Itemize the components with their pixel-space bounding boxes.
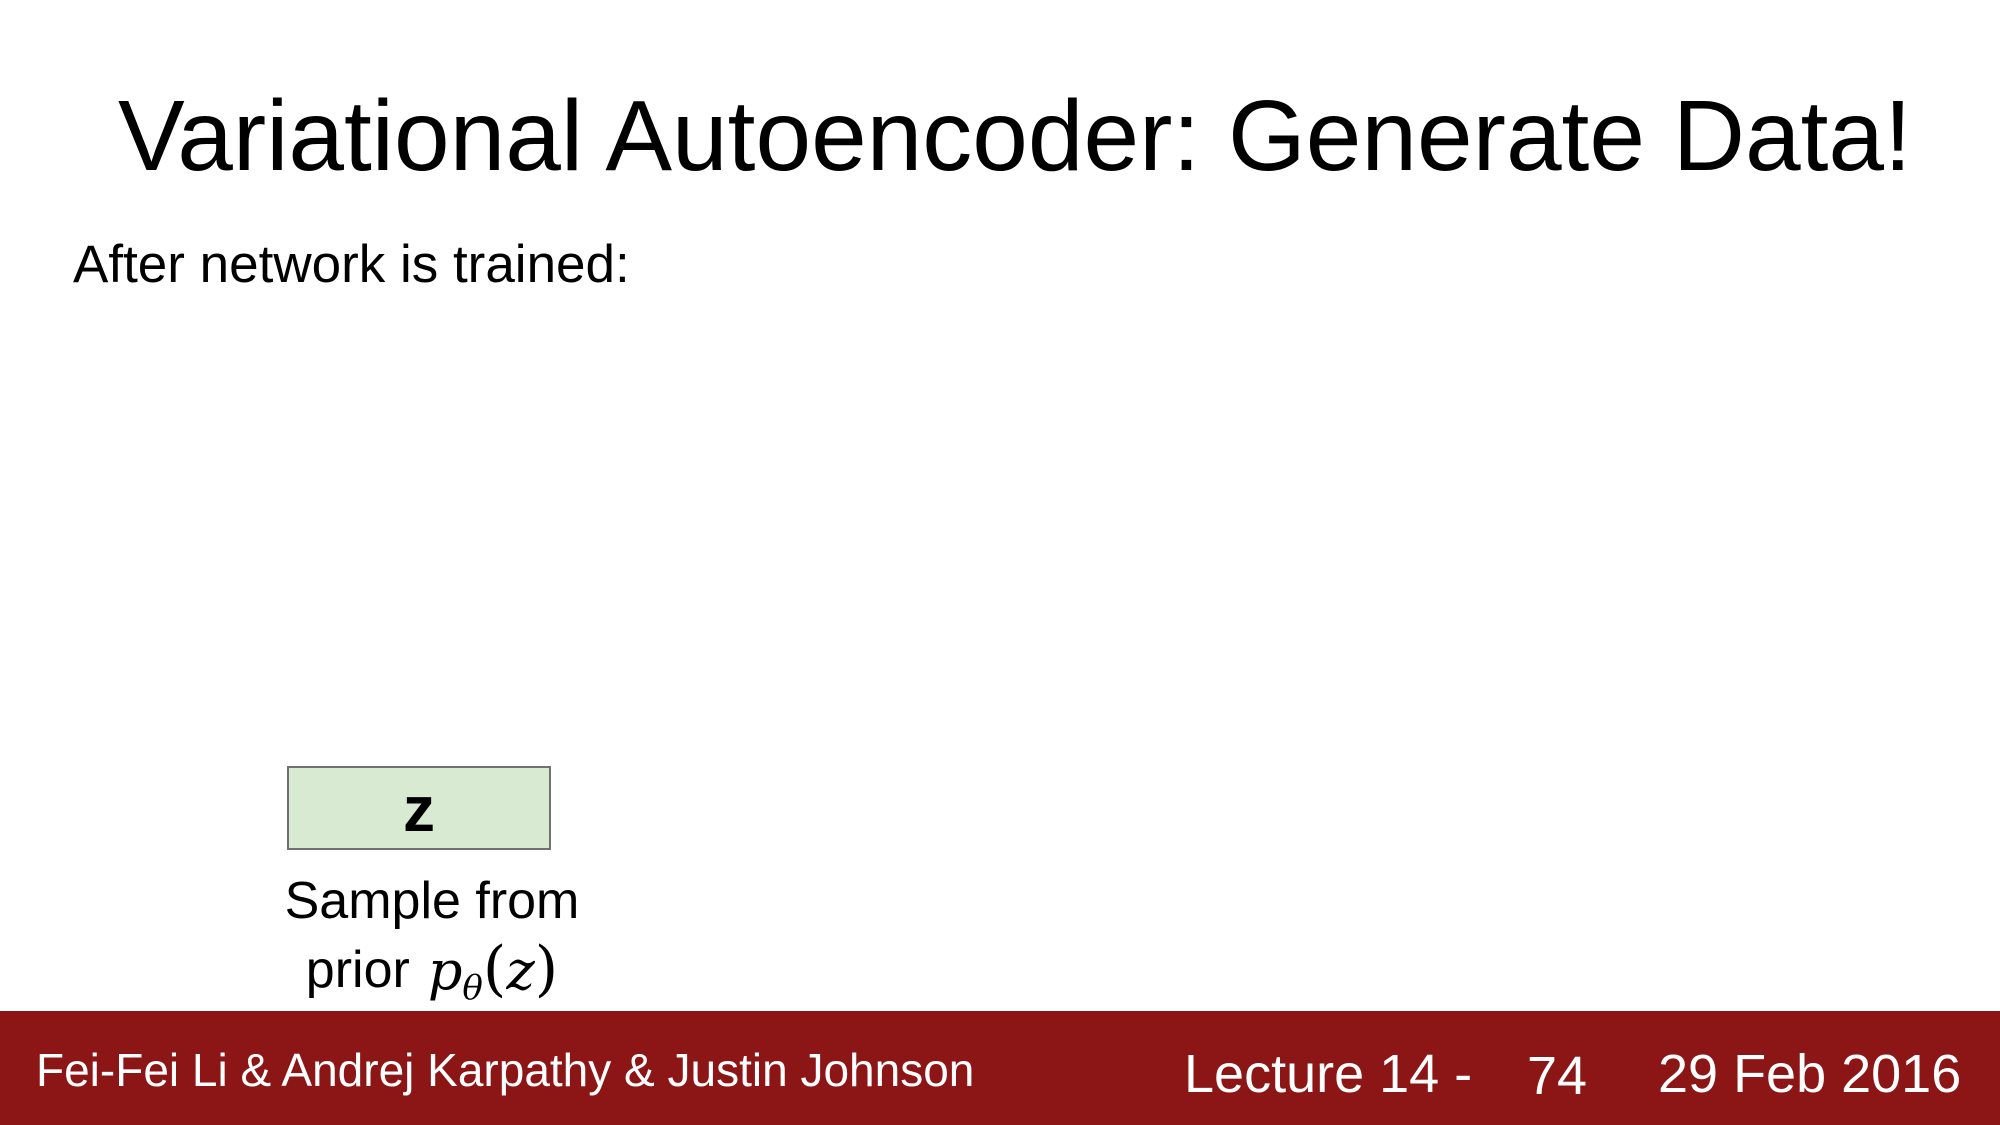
slide-title: Variational Autoencoder: Generate Data! bbox=[118, 80, 1912, 192]
caption-line-1: Sample from bbox=[284, 872, 580, 930]
caption-line-2: prior pθ(z) bbox=[262, 934, 602, 1019]
formula-symbol: p bbox=[427, 939, 463, 1002]
formula-open-paren: ( bbox=[482, 934, 507, 1004]
latent-z-box: z bbox=[287, 766, 551, 850]
sample-caption: Sample from prior pθ(z) bbox=[262, 868, 602, 1019]
caption-prior-text: prior bbox=[305, 941, 410, 999]
slide-subtitle: After network is trained: bbox=[73, 235, 630, 294]
prior-formula: pθ(z) bbox=[428, 936, 558, 1021]
formula-subscript: θ bbox=[462, 968, 483, 1008]
footer-authors: Fei-Fei Li & Andrej Karpathy & Justin Jo… bbox=[36, 1044, 975, 1096]
footer-bar: Fei-Fei Li & Andrej Karpathy & Justin Jo… bbox=[0, 1011, 2000, 1125]
footer-date: 29 Feb 2016 bbox=[1658, 1044, 1962, 1104]
latent-z-label: z bbox=[403, 773, 435, 845]
footer-lecture: Lecture 14 - bbox=[1184, 1044, 1473, 1104]
formula-arg: z bbox=[506, 939, 535, 1002]
footer-page-number: 74 bbox=[1527, 1046, 1588, 1106]
formula-close-paren: ) bbox=[534, 934, 559, 1004]
